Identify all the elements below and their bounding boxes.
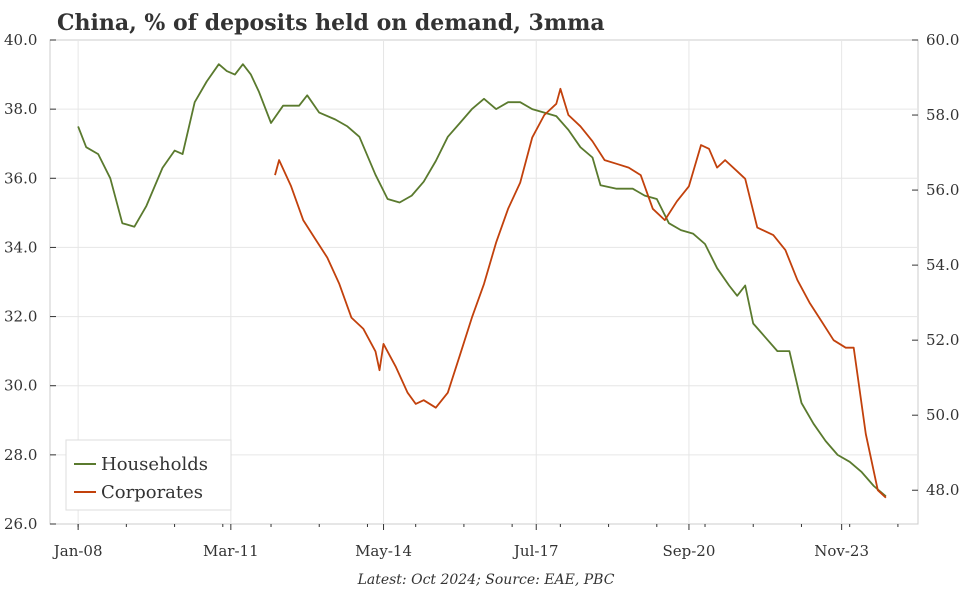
- y-left-tick-label: 40.0: [4, 31, 37, 49]
- x-tick-label: Jan-08: [52, 542, 103, 560]
- y-left-tick-label: 32.0: [4, 308, 37, 326]
- series-line-corporates: [274, 87, 887, 499]
- y-left-tick-label: 34.0: [4, 238, 37, 256]
- x-tick-label: Sep-20: [662, 542, 715, 560]
- legend-label-corporates: Corporates: [101, 482, 203, 503]
- x-axis: Jan-08 Mar-11 May-14 Jul-17 Sep-20 Nov-23: [52, 524, 899, 560]
- x-tick-label: Jul-17: [512, 542, 559, 560]
- y-left-tick-label: 38.0: [4, 100, 37, 118]
- y-right-tick-label: 48.0: [926, 481, 959, 499]
- legend-box: [65, 439, 232, 511]
- legend: Households Corporates: [65, 439, 232, 511]
- y-right-tick-label: 50.0: [926, 406, 959, 424]
- right-y-axis: 48.0 50.0 52.0 54.0 56.0 58.0 60.0: [912, 31, 959, 499]
- series: [77, 63, 887, 499]
- y-left-tick-label: 26.0: [4, 515, 37, 533]
- chart-title: China, % of deposits held on demand, 3mm…: [57, 10, 605, 36]
- y-right-tick-label: 54.0: [926, 256, 959, 274]
- x-tick-label: Nov-23: [814, 542, 869, 560]
- y-right-tick-label: 52.0: [926, 331, 959, 349]
- source-note: Latest: Oct 2024; Source: EAE, PBC: [357, 572, 615, 588]
- x-tick-label: May-14: [355, 542, 412, 560]
- grid: [49, 39, 919, 525]
- y-right-tick-label: 58.0: [926, 106, 959, 124]
- y-left-tick-label: 30.0: [4, 377, 37, 395]
- legend-label-households: Households: [101, 454, 208, 475]
- y-left-tick-label: 36.0: [4, 169, 37, 187]
- series-line-households: [77, 63, 887, 497]
- plot-frame: [49, 39, 919, 525]
- y-right-tick-label: 60.0: [926, 31, 959, 49]
- y-left-tick-label: 28.0: [4, 446, 37, 464]
- y-right-tick-label: 56.0: [926, 181, 959, 199]
- x-tick-label: Mar-11: [203, 542, 259, 560]
- left-y-axis: 26.0 28.0 30.0 32.0 34.0 36.0 38.0 40.0: [4, 31, 56, 533]
